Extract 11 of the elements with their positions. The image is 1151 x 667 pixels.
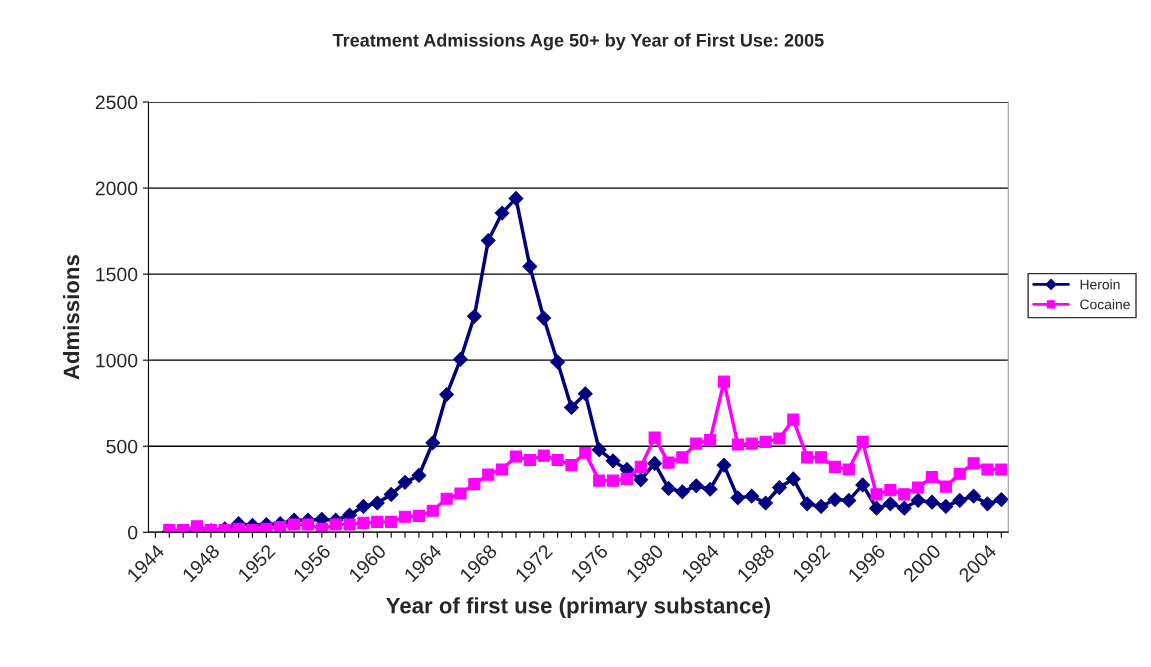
- y-tick-label: 2500: [95, 95, 138, 110]
- chart-title: Treatment Admissions Age 50+ by Year of First Use: 2005: [332, 33, 824, 51]
- y-tick-label: 0: [128, 525, 138, 540]
- y-tick-label: 1000: [96, 353, 138, 368]
- y-tick-label: 1500: [96, 267, 138, 282]
- y-tick-label: 500: [106, 439, 138, 454]
- y-tick-label: 2000: [95, 181, 138, 196]
- x-axis-title: Year of first use (primary substance): [386, 597, 770, 618]
- legend-label: Cocaine: [1080, 299, 1130, 310]
- legend-label: Heroin: [1080, 279, 1120, 290]
- y-axis-title: Admissions: [62, 255, 80, 380]
